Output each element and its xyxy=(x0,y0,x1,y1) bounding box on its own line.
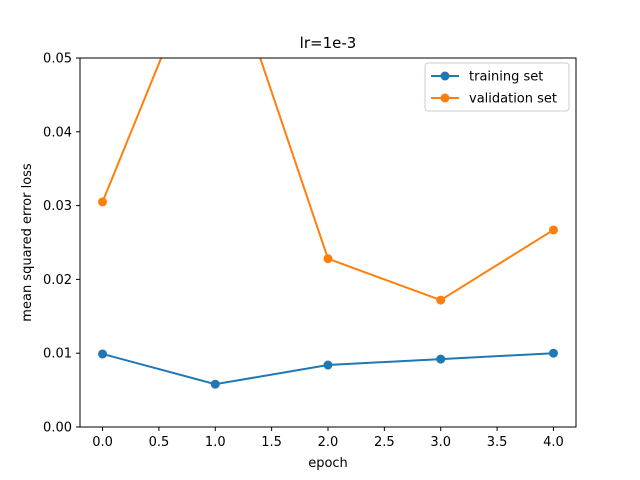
data-point-validation-set-0 xyxy=(98,197,108,207)
x-axis: 0.0 0.5 1.0 1.5 2.0 2.5 3.0 3.5 4.0 xyxy=(92,427,564,450)
legend-marker-training xyxy=(440,71,450,81)
x-tick-label: 0.0 xyxy=(92,435,113,450)
legend-label-validation: validation set xyxy=(469,92,557,107)
data-point-training-set-1 xyxy=(210,379,220,389)
data-point-training-set-0 xyxy=(98,349,108,359)
data-point-validation-set-2 xyxy=(323,254,333,264)
data-point-training-set-4 xyxy=(548,348,558,358)
legend-box xyxy=(424,62,570,112)
y-tick-label: 0.02 xyxy=(43,273,72,288)
x-tick-label: 2.0 xyxy=(318,435,339,450)
y-tick-label: 0.04 xyxy=(43,125,72,140)
x-tick-label: 3.0 xyxy=(430,435,451,450)
y-axis-label: mean squared error loss xyxy=(20,163,35,322)
data-point-validation-set-3 xyxy=(436,295,446,305)
legend-marker-validation xyxy=(440,93,450,103)
x-tick-label: 1.0 xyxy=(205,435,226,450)
x-axis-label: epoch xyxy=(308,456,348,471)
legend-label-training: training set xyxy=(469,70,543,85)
data-point-validation-set-4 xyxy=(548,225,558,235)
y-tick-label: 0.03 xyxy=(43,199,72,214)
x-tick-label: 0.5 xyxy=(149,435,170,450)
chart-title: lr=1e-3 xyxy=(300,34,357,52)
x-tick-label: 1.5 xyxy=(261,435,282,450)
y-tick-label: 0.01 xyxy=(43,347,72,362)
y-tick-label: 0.05 xyxy=(43,52,72,67)
x-tick-label: 2.5 xyxy=(374,435,395,450)
y-axis: 0.00 0.01 0.02 0.03 0.04 0.05 xyxy=(43,52,80,436)
legend: training set validation set xyxy=(424,62,570,112)
plot-area xyxy=(98,58,558,389)
x-tick-label: 3.5 xyxy=(487,435,508,450)
y-tick-label: 0.00 xyxy=(43,421,72,436)
x-tick-label: 4.0 xyxy=(543,435,564,450)
data-point-training-set-3 xyxy=(436,354,446,364)
data-point-training-set-2 xyxy=(323,360,333,370)
